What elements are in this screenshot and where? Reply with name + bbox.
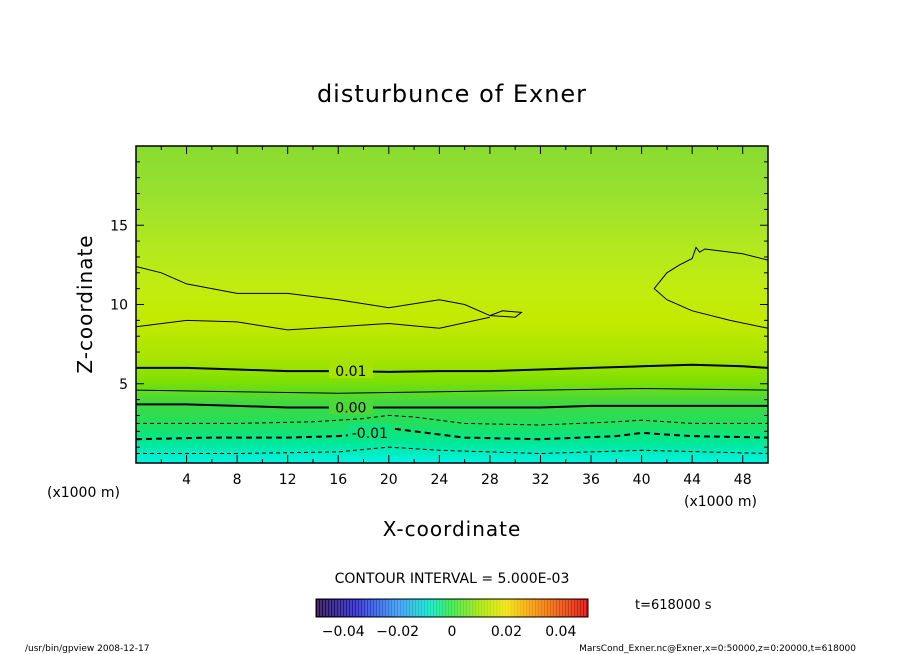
contour-line <box>136 403 768 409</box>
y-axis-title: Z-coordinate <box>73 234 97 373</box>
y-tick-label: 10 <box>110 298 128 314</box>
contour-line <box>489 310 523 318</box>
x-tick-label: 32 <box>532 472 550 488</box>
x-tick-label: 16 <box>329 472 347 488</box>
colorbar-tick-label: 0.04 <box>545 624 576 640</box>
plot-area: 0.01 0.00 -0.01 <box>135 145 769 464</box>
contour-line <box>136 427 768 441</box>
footer-right: MarsCond_Exner.nc@Exner,x=0:50000,z=0:20… <box>579 644 856 654</box>
contour-interval-text: CONTOUR INTERVAL = 5.000E-03 <box>335 571 570 587</box>
contour-line <box>136 266 491 317</box>
colorbar-gradient <box>316 599 588 617</box>
x-tick-label: 24 <box>430 472 448 488</box>
contour-label-bg <box>328 398 373 415</box>
contour-line <box>136 316 491 331</box>
y-tick-label: 5 <box>119 377 128 393</box>
x-axis-unit-left: (x1000 m) <box>47 485 120 501</box>
contour-line <box>136 414 768 426</box>
x-axis-ticks: 4 8 12 16 20 24 28 32 36 40 44 48 <box>160 146 752 488</box>
contour-label: 0.01 <box>335 364 366 380</box>
x-tick-label: 44 <box>683 472 701 488</box>
x-tick-label: 40 <box>633 472 651 488</box>
colorbar-frame <box>315 598 589 618</box>
footer-left: /usr/bin/gpview 2008-12-17 <box>25 644 149 654</box>
chart-title: disturbunce of Exner <box>317 80 587 108</box>
contour-lines <box>136 246 768 455</box>
colorbar-tick-label: 0.02 <box>491 624 522 640</box>
x-tick-label: 8 <box>233 472 242 488</box>
contour-label-bg <box>328 362 373 379</box>
y-tick-label: 15 <box>110 218 128 234</box>
contour-label-bg <box>347 423 392 440</box>
contour-label: 0.00 <box>335 401 366 417</box>
contour-line <box>653 246 768 329</box>
contour-line <box>136 387 768 394</box>
colorbar: −0.04 −0.02 0 0.02 0.04 <box>315 598 589 640</box>
colorbar-ticks: −0.04 −0.02 0 0.02 0.04 <box>322 624 577 640</box>
x-tick-label: 28 <box>481 472 499 488</box>
contour-label: -0.01 <box>352 426 388 442</box>
x-tick-label: 12 <box>279 472 297 488</box>
colorbar-stripes <box>317 600 586 616</box>
contour-line <box>136 363 768 373</box>
x-tick-label: 48 <box>734 472 752 488</box>
colorbar-tick-label: 0 <box>448 624 457 640</box>
heatmap-field <box>136 146 768 463</box>
colorbar-tick-label: −0.02 <box>376 624 419 640</box>
x-tick-label: 36 <box>582 472 600 488</box>
y-axis-ticks: 5 10 15 <box>110 161 768 448</box>
x-axis-unit-right: (x1000 m) <box>684 494 757 510</box>
contour-labels: 0.01 0.00 -0.01 <box>328 362 392 442</box>
x-tick-label: 20 <box>380 472 398 488</box>
x-tick-label: 4 <box>182 472 191 488</box>
x-axis-title: X-coordinate <box>383 517 522 541</box>
colorbar-tick-label: −0.04 <box>322 624 365 640</box>
time-label: t=618000 s <box>635 598 712 613</box>
